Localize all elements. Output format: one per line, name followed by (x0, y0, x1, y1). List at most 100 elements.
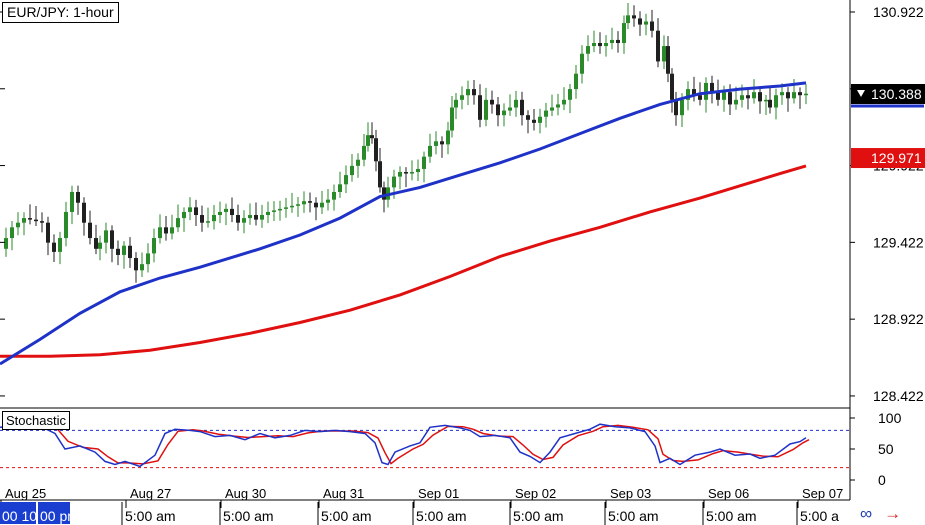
candle-body (350, 165, 354, 176)
candle-body (574, 73, 578, 90)
candle-body (450, 107, 454, 131)
candle-body (338, 184, 342, 192)
candle-body (496, 104, 500, 116)
candle-body (722, 92, 726, 100)
candle-body (140, 264, 144, 271)
candle-body (734, 99, 738, 105)
candle-body (670, 73, 674, 100)
candle-body (158, 227, 162, 239)
candle-body (34, 219, 38, 222)
candle-body (740, 95, 744, 100)
current-price-label: 130.388 (871, 86, 922, 102)
candle-body (484, 99, 488, 120)
candle-body (686, 89, 690, 100)
candle-body (798, 92, 802, 96)
candle-body (188, 207, 192, 212)
stochastic-level-label: 0 (878, 472, 886, 488)
candle-body (460, 95, 464, 100)
candle-body (308, 201, 312, 203)
time-label: 5:00 am (513, 508, 564, 524)
candle-body (28, 218, 32, 220)
candle-body (622, 23, 626, 44)
candle-body (320, 202, 324, 208)
candle-body (692, 89, 696, 96)
candle-body (680, 99, 684, 116)
current-price-arrow-icon (857, 89, 865, 97)
candle-body (76, 191, 80, 203)
date-label: Aug 31 (323, 486, 364, 501)
candle-body (278, 208, 282, 211)
time-label: 5:00 am (608, 508, 659, 524)
candle-body (332, 191, 336, 200)
candle-body (520, 99, 524, 116)
candle-body (314, 202, 318, 208)
candle-body (434, 141, 438, 146)
candle-body (290, 205, 294, 208)
candle-body (626, 15, 630, 24)
candle-body (526, 115, 530, 120)
stochastic-title: Stochastic (2, 411, 70, 430)
candle-body (428, 145, 432, 157)
candle-body (46, 222, 50, 243)
candle-body (508, 107, 512, 111)
candle-body (604, 43, 608, 47)
candle-body (230, 208, 234, 216)
candle-body (704, 82, 708, 100)
current-price-box (851, 83, 925, 104)
candle-body (656, 30, 660, 62)
time-label: 5:00 am (416, 508, 467, 524)
candle-body (326, 199, 330, 203)
candle-body (580, 53, 584, 74)
candle-body (764, 99, 768, 102)
candle-body (242, 218, 246, 223)
candle-body (98, 242, 102, 249)
candle-body (260, 215, 264, 220)
candle-body (344, 175, 348, 185)
candle-body (490, 99, 494, 105)
candle-body (616, 39, 620, 44)
time-label: 5:00 am (223, 508, 274, 524)
candle-body (116, 248, 120, 255)
candle-body (296, 204, 300, 206)
candle-body (70, 191, 74, 212)
candle-body (804, 93, 808, 96)
candle-body (786, 92, 790, 99)
candle-body (728, 92, 732, 105)
candle-body (592, 43, 596, 47)
candle-body (710, 82, 714, 93)
candle-body (410, 172, 414, 174)
time-label-highlight (0, 502, 36, 524)
candle-body (586, 46, 590, 54)
link-icon[interactable]: ∞ (860, 504, 873, 523)
candle-body (446, 130, 450, 145)
candle-body (514, 99, 518, 108)
candle-body (532, 119, 536, 123)
candle-body (4, 238, 8, 249)
candle-body (164, 227, 168, 234)
arrow-icon[interactable]: → (884, 504, 902, 523)
ma-price-box (851, 148, 925, 169)
candle-body (638, 18, 642, 25)
ma-price-label: 129.971 (871, 150, 922, 166)
candle-body (82, 202, 86, 223)
candle-body (366, 135, 370, 146)
time-label-highlight (38, 502, 70, 524)
time-label: 5:00 a (800, 508, 839, 524)
candle-body (398, 172, 402, 177)
candle-body (662, 46, 666, 62)
candle-body (550, 107, 554, 111)
candle-body (152, 238, 156, 254)
candle-body (792, 92, 796, 99)
candle-body (10, 227, 14, 239)
candle-body (356, 159, 360, 166)
date-label: Aug 27 (130, 486, 171, 501)
candle-body (674, 99, 678, 116)
candle-body (538, 116, 542, 123)
candle-body (254, 215, 258, 220)
price-tick-label: 130.922 (873, 4, 924, 20)
candle-body (422, 156, 426, 169)
candle-body (146, 253, 150, 265)
date-label: Sep 03 (610, 486, 651, 501)
candle-body (698, 95, 702, 100)
time-label: 00 10 (2, 508, 37, 524)
